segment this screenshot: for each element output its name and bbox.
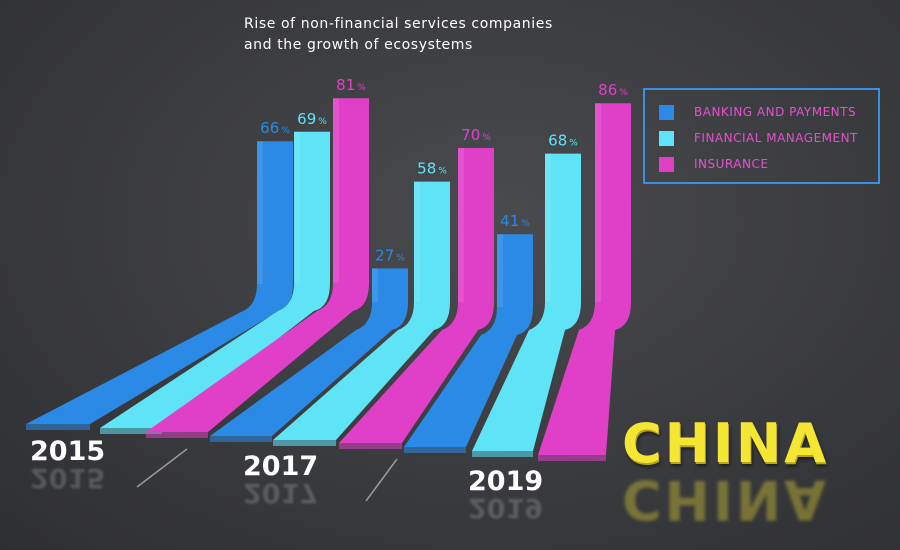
legend-label-insurance: INSURANCE: [694, 157, 769, 171]
bar-highlight-banking-2019: [497, 234, 503, 307]
data-label-insurance-2015: 81%: [336, 76, 366, 94]
bar-banking-2015: [26, 141, 293, 424]
chart-title-line-2: and the growth of ecosystems: [244, 37, 473, 53]
data-label-financial-2017: 58%: [417, 160, 447, 178]
bar-insurance-2015: [146, 98, 369, 432]
bar-banking-2019: [404, 234, 533, 447]
year-label-2019: 2019: [468, 466, 544, 497]
bar-edge-banking-2017: [210, 436, 272, 442]
legend-swatch-insurance: [659, 156, 674, 172]
bar-financial-2017: [273, 181, 450, 440]
bar-edge-financial-2017: [273, 440, 336, 446]
bar-edge-banking-2015: [26, 424, 90, 430]
data-label-banking-2017: 27%: [375, 246, 405, 264]
legend-label-financial: FINANCIAL MANAGEMENT: [694, 131, 858, 145]
data-label-financial-2019: 68%: [548, 132, 578, 150]
bar-edge-insurance-2017: [339, 443, 402, 449]
chart-legend: BANKING AND PAYMENTS FINANCIAL MANAGEMEN…: [643, 88, 880, 184]
year-separator-2: [365, 458, 398, 502]
bar-edge-insurance-2019: [538, 455, 606, 461]
data-label-financial-2015: 69%: [297, 110, 327, 128]
year-reflection-2015: 2015: [30, 462, 106, 493]
bar-highlight-financial-2017: [414, 181, 420, 302]
bar-financial-2019: [472, 153, 581, 451]
legend-swatch-banking: [659, 104, 674, 120]
bar-highlight-insurance-2015: [333, 98, 339, 283]
legend-item-insurance: INSURANCE: [659, 154, 768, 174]
country-label: CHINA: [622, 412, 829, 475]
bar-highlight-banking-2017: [372, 268, 378, 302]
bar-edge-banking-2019: [404, 447, 466, 453]
data-label-banking-2019: 41%: [500, 212, 530, 230]
bar-insurance-2017: [339, 148, 494, 443]
bar-highlight-insurance-2017: [458, 148, 464, 302]
data-label-insurance-2019: 86%: [598, 81, 628, 99]
bar-edge-financial-2019: [472, 451, 533, 457]
bar-highlight-banking-2015: [257, 141, 263, 284]
year-reflection-2019: 2019: [468, 492, 544, 523]
bar-highlight-financial-2015: [294, 131, 300, 283]
bar-edge-insurance-2015: [146, 432, 208, 438]
year-reflection-2017: 2017: [243, 477, 319, 508]
year-separator-1: [136, 448, 188, 488]
year-label-2015: 2015: [30, 436, 106, 467]
data-label-banking-2015: 66%: [260, 119, 290, 137]
bar-insurance-2019: [538, 103, 631, 455]
data-label-insurance-2017: 70%: [461, 126, 491, 144]
country-label-reflection: CHINA: [622, 468, 829, 531]
chart-title-line-1: Rise of non-financial services companies: [244, 16, 553, 32]
chart-title: Rise of non-financial services companies…: [244, 14, 553, 56]
legend-item-banking: BANKING AND PAYMENTS: [659, 102, 856, 122]
bar-highlight-financial-2019: [545, 153, 551, 302]
year-label-2017: 2017: [243, 451, 319, 482]
legend-label-banking: BANKING AND PAYMENTS: [694, 105, 857, 119]
bar-banking-2017: [210, 268, 408, 436]
bar-highlight-insurance-2019: [595, 103, 601, 302]
legend-item-financial: FINANCIAL MANAGEMENT: [659, 128, 858, 148]
legend-swatch-financial: [659, 130, 674, 146]
bar-financial-2015: [100, 131, 330, 429]
